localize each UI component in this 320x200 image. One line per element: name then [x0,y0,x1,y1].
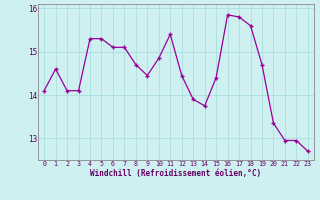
X-axis label: Windchill (Refroidissement éolien,°C): Windchill (Refroidissement éolien,°C) [91,169,261,178]
